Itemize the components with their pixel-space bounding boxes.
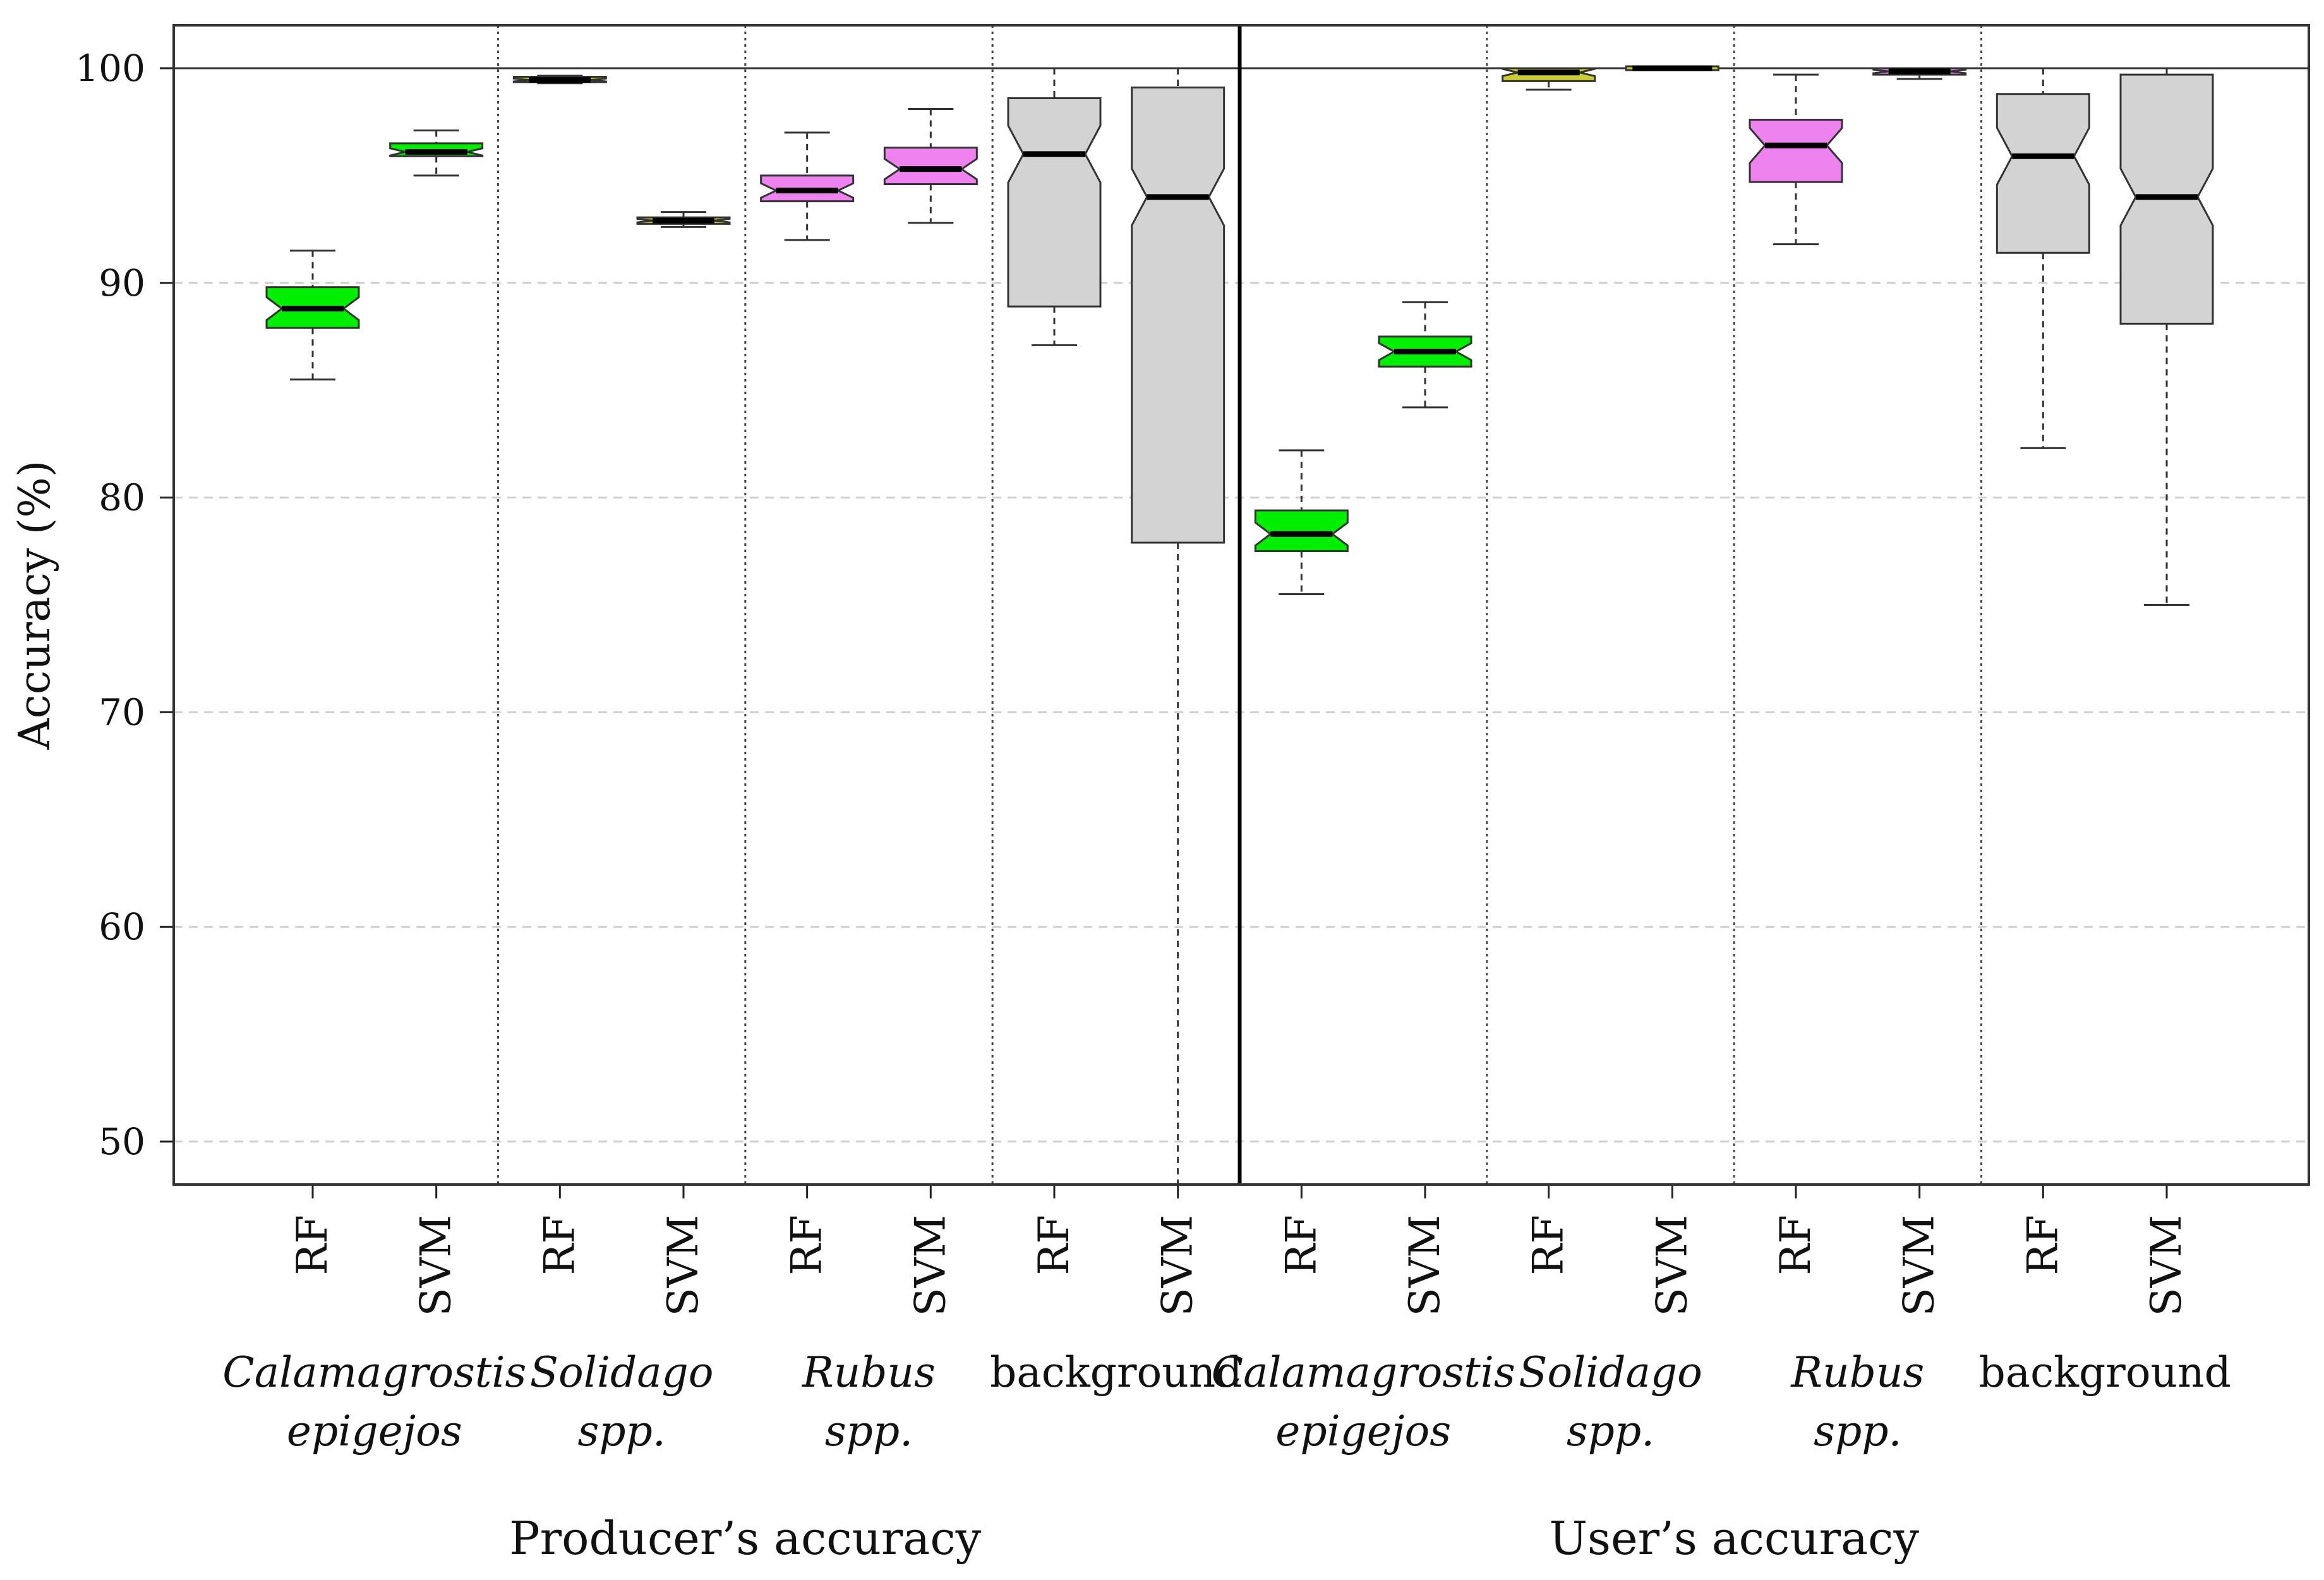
box-s0-g2-svm [883,108,978,224]
box-s1-g3-rf [1996,67,2090,449]
box-layer [265,65,2214,1185]
group-label-s0-g0-line1: epigejos [287,1407,462,1456]
box-s1-g2-rf [1749,73,1843,246]
y-axis-label: Accuracy (%) [10,461,60,751]
group-label-s0-g0-line0: Calamagrostis [222,1348,526,1397]
box-s1-g0-svm [1378,301,1472,409]
box-body [883,147,978,185]
box-s1-g1-svm [1625,65,1719,71]
method-label-s1-g3-svm: SVM [2142,1215,2191,1316]
box-body [1996,93,2090,254]
group-label-s0-g2-line1: spp. [825,1407,913,1456]
method-label-s1-g0-svm: SVM [1400,1215,1449,1316]
y-tick-label-70: 70 [99,690,145,733]
method-label-s0-g3-svm: SVM [1153,1215,1202,1316]
y-tick-label-100: 100 [75,47,145,90]
box-s0-g2-rf [760,131,855,241]
method-label-s0-g2-svm: SVM [906,1215,954,1316]
label-layer: 50 60 70 80 90 100 Accuracy (%) RF SVM RF SVM RF SVM… [10,47,2231,1565]
group-label-s1-g2-line0: Rubus [1790,1348,1924,1397]
group-label-s1-g0-line0: Calamagrostis [1212,1348,1515,1397]
method-label-s1-g0-rf: RF [1277,1215,1325,1275]
box-s0-g0-rf [265,250,360,381]
group-label-s1-g3-line0: background [1978,1348,2231,1397]
method-label-s0-g1-svm: SVM [659,1215,707,1316]
box-s0-g1-rf [512,75,607,85]
box-body [1254,509,1349,553]
group-label-s0-g1-line1: spp. [577,1407,665,1456]
box-s0-g1-svm [636,211,731,228]
box-s0-g3-rf [1007,67,1102,346]
box-s0-g3-svm [1131,67,1225,1185]
method-label-s0-g1-rf: RF [535,1215,584,1275]
group-label-s0-g3-line0: background [990,1348,1242,1397]
group-label-s1-g1-line1: spp. [1567,1407,1654,1456]
y-tick-label-90: 90 [99,262,145,305]
box-body [1007,97,1102,308]
axis-layer [160,24,2310,1198]
group-label-s1-g0-line1: epigejos [1275,1407,1451,1456]
group-label-s0-g2-line0: Rubus [802,1348,936,1397]
method-label-s0-g3-rf: RF [1030,1215,1078,1275]
method-label-s1-g1-rf: RF [1524,1215,1573,1275]
method-label-s0-g0-svm: SVM [412,1215,461,1316]
box-s1-g3-svm [2119,67,2214,606]
y-tick-label-50: 50 [99,1120,145,1163]
method-label-s0-g2-rf: RF [783,1215,831,1275]
box-s0-g0-svm [389,130,484,177]
method-label-s1-g2-rf: RF [1771,1215,1820,1275]
method-label-s1-g3-rf: RF [2018,1215,2067,1275]
group-label-s0-g1-line0: Solidago [530,1348,714,1397]
section-label-1: User’s accuracy [1549,1512,1919,1565]
box-body [1131,87,1225,544]
group-label-s1-g1-line0: Solidago [1519,1348,1702,1397]
method-label-s1-g2-svm: SVM [1895,1215,1944,1316]
box-s1-g1-rf [1502,67,1596,91]
plot-frame [172,24,2310,1186]
box-s1-g2-svm [1872,67,1967,80]
section-label-0: Producer’s accuracy [509,1512,981,1565]
method-label-s1-g1-svm: SVM [1647,1215,1696,1316]
y-tick-label-80: 80 [99,476,145,519]
group-label-s1-g2-line1: spp. [1814,1407,1901,1456]
box-s1-g0-rf [1254,449,1349,596]
method-label-s0-g0-rf: RF [288,1215,337,1275]
box-body [1749,119,1843,183]
y-tick-label-60: 60 [99,905,145,948]
